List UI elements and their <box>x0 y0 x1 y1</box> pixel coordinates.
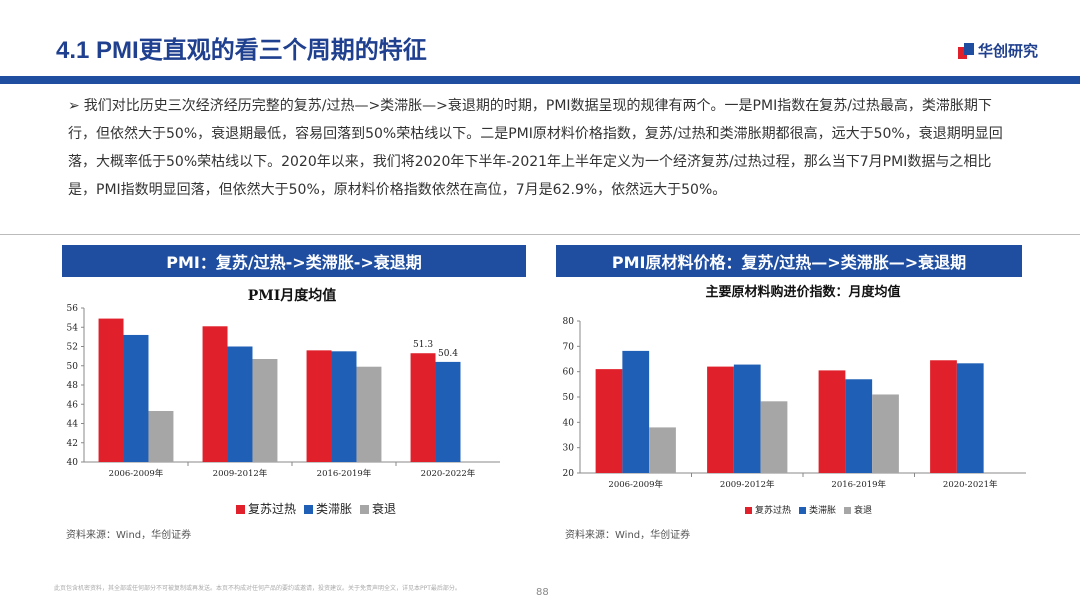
pmi-bar <box>148 410 174 462</box>
raw-legend-label: 类滞胀 <box>809 504 836 516</box>
raw-bar <box>930 360 957 473</box>
pmi-bar <box>98 318 124 462</box>
raw-y-tick-label: 70 <box>563 342 575 352</box>
raw-x-tick-label: 2020-2021年 <box>943 479 998 490</box>
raw-bar <box>760 401 788 473</box>
pmi-bar <box>123 334 149 462</box>
pmi-y-tick-label: 46 <box>67 400 79 410</box>
pmi-x-tick-label: 2016-2019年 <box>317 468 372 479</box>
raw-bar <box>649 427 676 473</box>
pmi-legend-label: 类滞胀 <box>316 502 352 516</box>
raw-y-tick-label: 80 <box>563 317 575 327</box>
pmi-x-tick-label: 2020-2022年 <box>421 468 476 479</box>
raw-bar <box>872 394 899 473</box>
raw-y-tick-label: 40 <box>563 418 575 428</box>
summary-paragraph: ➢ 我们对比历史三次经济经历完整的复苏/过热—>类滞胀—>衰退期的时期，PMI数据… <box>68 92 1008 204</box>
pmi-y-tick-label: 44 <box>67 420 79 430</box>
raw-bar <box>818 370 846 473</box>
page-number: 88 <box>536 587 549 598</box>
pmi-chart-title: PMI月度均值 <box>248 287 337 304</box>
raw-y-tick-label: 60 <box>563 368 575 378</box>
raw-chart-title: 主要原材料购进价指数：月度均值 <box>705 284 900 300</box>
raw-legend-swatch <box>844 507 851 514</box>
pmi-legend-label: 复苏过热 <box>248 502 296 516</box>
pmi-bar <box>410 353 436 462</box>
raw-legend-swatch <box>745 507 752 514</box>
bullet-arrow-icon: ➢ <box>68 98 80 114</box>
raw-bar <box>707 366 734 473</box>
raw-bar <box>956 363 984 473</box>
raw-y-tick-label: 50 <box>563 393 575 403</box>
pmi-data-label: 51.3 <box>413 340 433 350</box>
header-bar <box>0 76 1080 84</box>
raw-y-tick-label: 20 <box>563 469 575 479</box>
pmi-legend-swatch <box>236 505 245 514</box>
pmi-legend-swatch <box>360 505 369 514</box>
logo-text: 华创研究 <box>978 42 1039 60</box>
pmi-data-label: 50.4 <box>438 349 458 359</box>
pmi-chart: PMI月度均值 40 42 44 46 48 50 52 54 56 2006-2009年 2009-… <box>67 287 500 516</box>
pmi-bar <box>252 359 278 462</box>
raw-material-chart: 主要原材料购进价指数：月度均值 20 30 40 50 60 70 80 2006-2009年 2… <box>563 284 1026 516</box>
raw-x-tick-label: 2016-2019年 <box>831 479 886 490</box>
raw-x-tick-label: 2009-2012年 <box>720 479 775 490</box>
pmi-bar <box>306 350 332 462</box>
pmi-x-tick-label: 2009-2012年 <box>213 468 268 479</box>
company-logo: 华创研究 <box>958 40 1038 61</box>
page-title: 4.1 PMI更直观的看三个周期的特征 <box>56 37 427 64</box>
summary-text: 我们对比历史三次经济经历完整的复苏/过热—>类滞胀—>衰退期的时期，PMI数据呈… <box>68 98 1003 198</box>
pmi-y-tick-label: 48 <box>67 381 79 391</box>
pmi-y-tick-label: 52 <box>67 343 78 353</box>
pmi-legend-swatch <box>304 505 313 514</box>
pmi-y-tick-label: 50 <box>67 362 79 372</box>
pmi-y-tick-label: 56 <box>67 304 79 314</box>
section-divider <box>0 234 1080 235</box>
pmi-bar <box>227 346 253 462</box>
raw-legend-label: 衰退 <box>854 504 872 516</box>
raw-bar <box>845 379 873 473</box>
raw-x-tick-label: 2006-2009年 <box>608 479 663 490</box>
raw-material-panel-header: PMI原材料价格：复苏/过热—>类滞胀—>衰退期 <box>556 245 1022 277</box>
raw-material-source-note: 资料来源：Wind，华创证券 <box>565 530 691 541</box>
raw-y-tick-label: 30 <box>563 444 575 454</box>
pmi-bar <box>435 361 461 462</box>
pmi-bar <box>331 351 357 462</box>
pmi-source-note: 资料来源：Wind，华创证券 <box>66 530 192 541</box>
raw-bar <box>622 350 650 473</box>
pmi-panel-header: PMI：复苏/过热->类滞胀->衰退期 <box>62 245 526 277</box>
pmi-x-tick-label: 2006-2009年 <box>109 468 164 479</box>
raw-bar <box>595 369 623 473</box>
pmi-y-tick-label: 40 <box>67 458 79 468</box>
pmi-y-tick-label: 54 <box>67 323 79 333</box>
raw-bar <box>733 364 761 473</box>
raw-legend-label: 复苏过热 <box>755 504 791 516</box>
pmi-legend-label: 衰退 <box>372 501 396 516</box>
raw-legend-swatch <box>799 507 806 514</box>
pmi-bar <box>356 366 382 462</box>
pmi-y-tick-label: 42 <box>67 439 78 449</box>
pmi-bar <box>202 326 228 462</box>
disclaimer: 此页包含机密资料，其全部或任何部分不可被复制或再发送。本页不构成对任何产品的要约… <box>54 585 461 592</box>
logo-mark-icon <box>958 42 974 59</box>
